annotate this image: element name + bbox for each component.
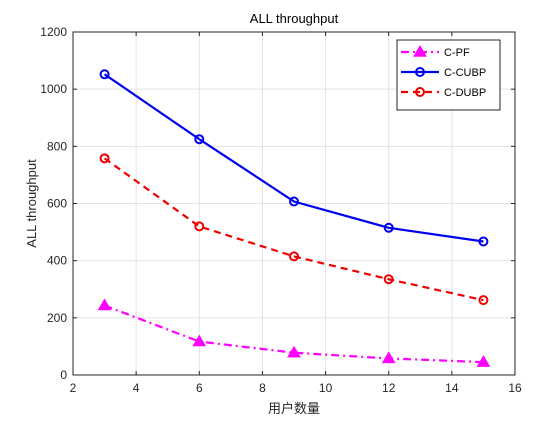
data-point <box>99 69 110 80</box>
series-line <box>104 304 484 364</box>
y-axis-label: ALL throughput <box>24 159 39 248</box>
series-c-pf <box>97 298 491 367</box>
legend-label: C-CUBP <box>444 67 486 79</box>
data-point <box>97 298 112 311</box>
y-tick-label: 200 <box>47 311 67 325</box>
series-line <box>103 73 484 243</box>
x-tick-label: 6 <box>196 381 203 395</box>
y-tick-label: 400 <box>47 254 67 268</box>
x-tick-label: 10 <box>319 381 333 395</box>
x-axis-label: 用户数量 <box>268 401 320 416</box>
legend-label: C-DUBP <box>444 87 486 99</box>
y-tick-label: 800 <box>47 139 67 153</box>
x-tick-label: 8 <box>259 381 266 395</box>
data-point <box>99 153 110 164</box>
data-point <box>383 222 394 233</box>
legend-item: C-PF <box>401 45 470 59</box>
legend-label: C-PF <box>444 47 470 59</box>
axis-ticks: 2 4 6 8 10 12 14 16 0 200 400 600 800 1000 1200 <box>40 25 522 395</box>
y-tick-label: 0 <box>60 368 67 382</box>
x-tick-label: 14 <box>445 381 459 395</box>
x-tick-label: 16 <box>508 381 522 395</box>
legend-marker <box>413 45 427 57</box>
legend: C-PF C-CUBP C-DUBP <box>396 39 501 111</box>
series-line <box>103 157 484 302</box>
series-group <box>97 69 491 367</box>
data-point <box>478 236 489 247</box>
legend-marker <box>415 87 425 97</box>
data-point <box>194 134 205 145</box>
x-tick-label: 4 <box>133 381 140 395</box>
data-point <box>287 345 301 358</box>
data-point <box>289 196 299 207</box>
chart-title: ALL throughput <box>250 11 339 26</box>
x-tick-label: 12 <box>382 381 396 395</box>
data-point <box>476 355 491 367</box>
y-tick-label: 1000 <box>40 82 67 96</box>
legend-item: C-CUBP <box>401 67 486 79</box>
y-tick-label: 600 <box>47 197 67 211</box>
legend-marker <box>415 67 425 77</box>
legend-item: C-DUBP <box>401 87 486 99</box>
y-tick-label: 1200 <box>40 25 67 39</box>
data-point <box>289 251 299 262</box>
data-point <box>194 221 205 232</box>
data-point <box>478 295 489 306</box>
series-c-dubp <box>99 153 489 306</box>
data-point <box>381 351 396 364</box>
data-point <box>192 334 207 347</box>
series-c-cubp <box>99 69 489 247</box>
data-point <box>383 274 394 285</box>
x-tick-label: 2 <box>70 381 77 395</box>
